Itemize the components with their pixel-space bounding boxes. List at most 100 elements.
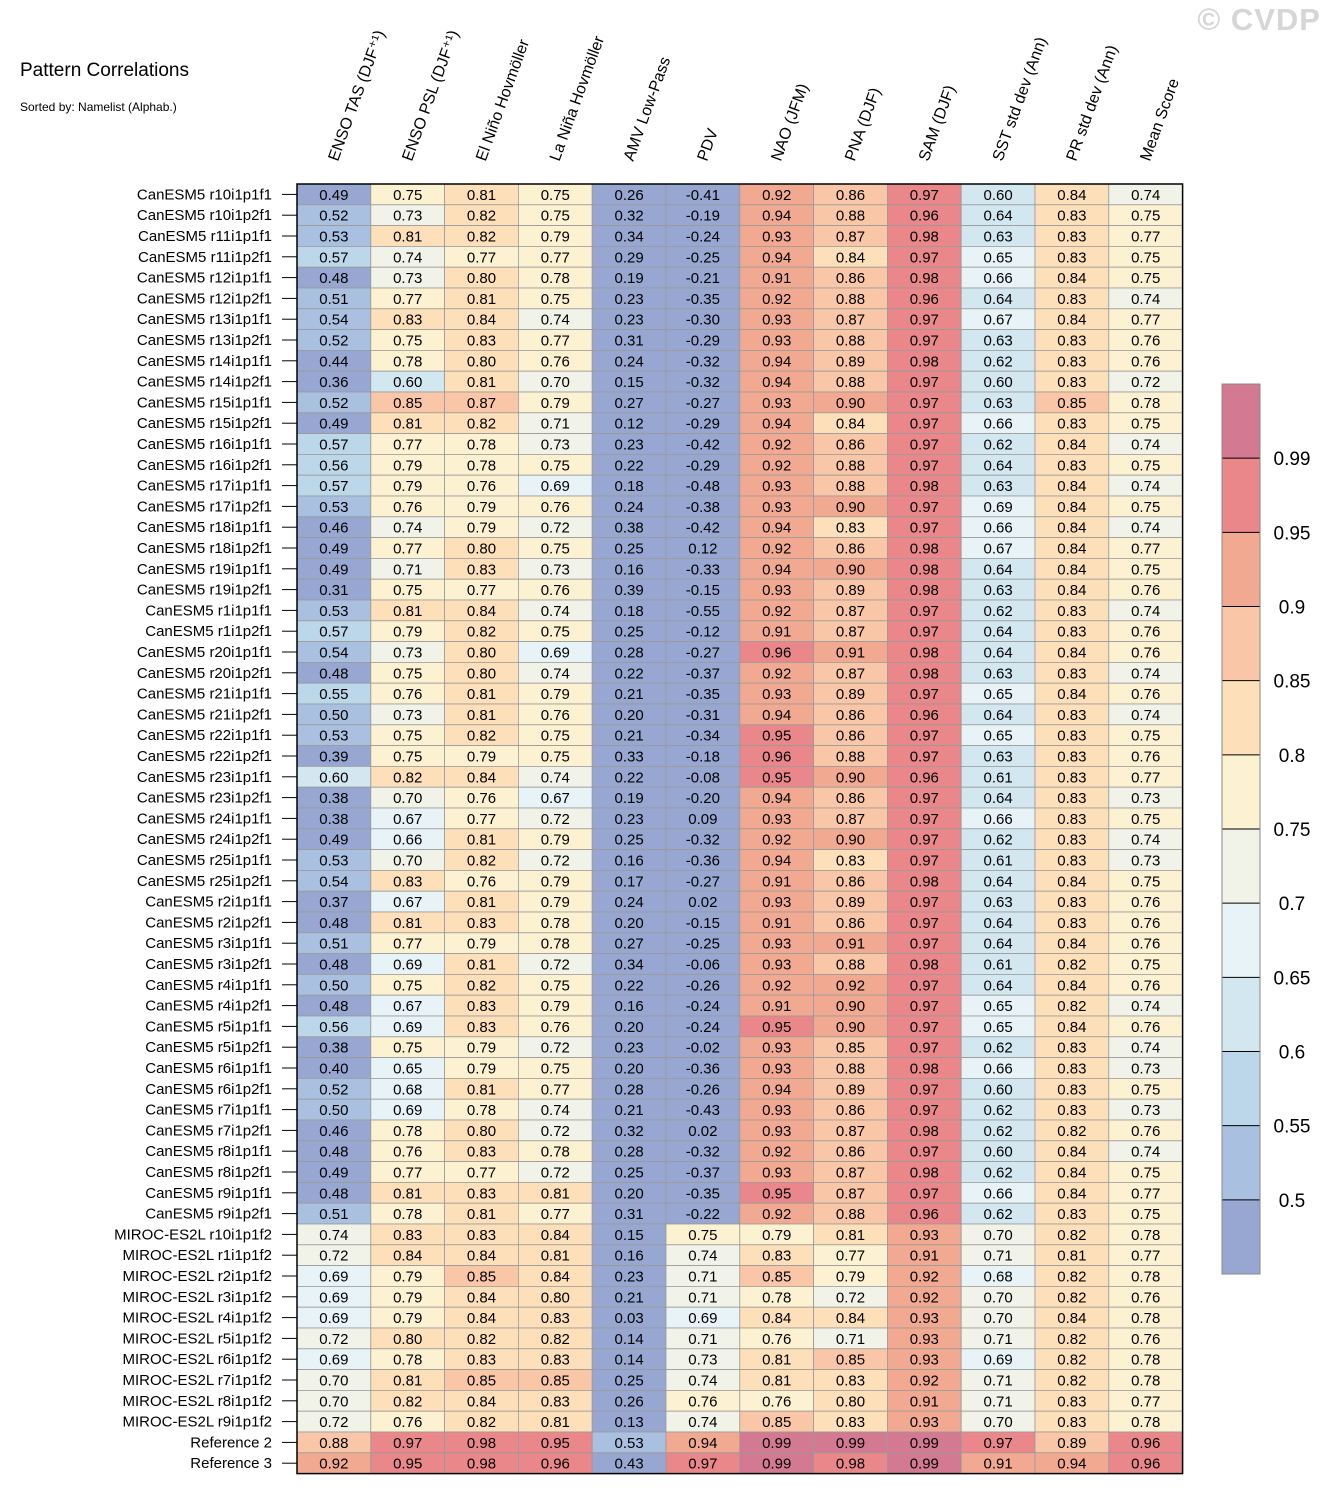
cell-value-label: 0.76 (393, 499, 422, 516)
cell-value-label: 0.19 (614, 790, 643, 807)
cell-value-label: -0.06 (686, 957, 720, 974)
cell-value-label: 0.77 (393, 936, 422, 953)
row-label: CanESM5 r4i1p2f1 (145, 998, 272, 1015)
cell-value-label: 0.78 (393, 1206, 422, 1223)
cell-value-label: 0.76 (762, 1331, 791, 1348)
cell-value-label: 0.67 (393, 998, 422, 1015)
cell-value-label: 0.82 (467, 416, 496, 433)
row-label: CanESM5 r2i1p1f1 (145, 894, 272, 911)
cell-value-label: 0.67 (983, 541, 1012, 558)
cell-value-label: 0.68 (983, 1269, 1012, 1286)
cell-value-label: 0.74 (1131, 603, 1160, 620)
cell-value-label: 0.92 (762, 832, 791, 849)
column-header: PNA (DJF) (842, 86, 884, 164)
cell-value-label: 0.79 (467, 749, 496, 766)
cell-value-label: 0.64 (983, 291, 1012, 308)
cell-value-label: 0.92 (836, 977, 865, 994)
cell-value-label: 0.76 (1131, 645, 1160, 662)
cell-value-label: 0.92 (910, 1373, 939, 1390)
row-labels: CanESM5 r10i1p1f1 CanESM5 r10i1p2f1 CanESM… (114, 186, 297, 1472)
cell-value-label: 0.62 (983, 1206, 1012, 1223)
cell-value-label: 0.97 (910, 1185, 939, 1202)
cell-value-label: 0.85 (541, 1373, 570, 1390)
cell-value-label: 0.75 (1131, 811, 1160, 828)
cell-value-label: 0.84 (1057, 187, 1086, 204)
cell-value-label: 0.57 (319, 249, 348, 266)
row-label: CanESM5 r15i1p2f1 (137, 415, 272, 432)
cell-value-label: 0.77 (467, 811, 496, 828)
cell-value-label: 0.15 (614, 374, 643, 391)
cell-value-label: 0.83 (467, 1144, 496, 1161)
cell-value-label: 0.82 (467, 624, 496, 641)
cell-value-label: 0.97 (910, 728, 939, 745)
column-header: PDV (695, 126, 722, 163)
cell-value-label: 0.85 (393, 395, 422, 412)
cell-value-label: 0.86 (836, 1144, 865, 1161)
cell-value-label: 0.83 (1057, 749, 1086, 766)
cell-value-label: 0.75 (1131, 1165, 1160, 1182)
cell-value-label: 0.84 (467, 769, 496, 786)
cell-value-label: 0.78 (393, 1352, 422, 1369)
cell-value-label: 0.96 (910, 769, 939, 786)
cell-value-label: 0.78 (1131, 1373, 1160, 1390)
cell-value-label: 0.93 (762, 1061, 791, 1078)
cell-value-label: 0.78 (1131, 1310, 1160, 1327)
cell-value-label: 0.28 (614, 1081, 643, 1098)
row-label: Reference 2 (190, 1434, 272, 1451)
row-label: CanESM5 r15i1p1f1 (137, 394, 272, 411)
cell-value-label: 0.21 (614, 728, 643, 745)
cell-value-label: 0.92 (762, 541, 791, 558)
cell-value-label: 0.73 (393, 645, 422, 662)
cell-value-label: 0.76 (1131, 1019, 1160, 1036)
cell-value-label: 0.24 (614, 499, 643, 516)
cell-value-label: 0.86 (836, 873, 865, 890)
cell-value-label: 0.75 (1131, 561, 1160, 578)
colorbar-segment (1222, 977, 1260, 1052)
cell-value-label: 0.46 (319, 520, 348, 537)
cell-value-label: 0.98 (467, 1456, 496, 1473)
cell-value-label: -0.29 (686, 416, 720, 433)
cell-value-label: 0.60 (393, 374, 422, 391)
cell-value-label: 0.96 (1131, 1435, 1160, 1452)
row-label: CanESM5 r12i1p1f1 (137, 270, 272, 287)
cell-value-label: 0.81 (393, 1373, 422, 1390)
cell-value-label: 0.51 (319, 291, 348, 308)
cell-value-label: -0.27 (686, 873, 720, 890)
cell-value-label: 0.75 (541, 208, 570, 225)
cell-value-label: 0.82 (1057, 1289, 1086, 1306)
row-label: CanESM5 r19i1p1f1 (137, 561, 272, 578)
cell-value-label: 0.69 (319, 1289, 348, 1306)
cell-value-label: 0.83 (1057, 249, 1086, 266)
cell-value-label: 0.80 (467, 1123, 496, 1140)
cell-value-label: 0.81 (762, 1373, 791, 1390)
row-label: CanESM5 r13i1p2f1 (137, 332, 272, 349)
cell-value-label: 0.18 (614, 478, 643, 495)
cell-value-label: 0.93 (762, 811, 791, 828)
cell-value-label: 0.77 (1131, 1185, 1160, 1202)
cell-value-label: 0.63 (983, 229, 1012, 246)
colorbar-tick-label: 0.55 (1274, 1117, 1311, 1138)
cell-value-label: 0.83 (836, 520, 865, 537)
row-label: CanESM5 r14i1p2f1 (137, 374, 272, 391)
cell-value-label: 0.63 (983, 749, 1012, 766)
cell-value-label: 0.79 (393, 1310, 422, 1327)
cell-value-label: 0.94 (762, 249, 791, 266)
row-label: CanESM5 r19i1p2f1 (137, 582, 272, 599)
cell-value-label: 0.76 (1131, 749, 1160, 766)
cell-value-label: 0.88 (836, 1061, 865, 1078)
cell-value-label: 0.98 (910, 353, 939, 370)
cell-value-label: 0.92 (910, 1289, 939, 1306)
cell-value-label: 0.93 (762, 1040, 791, 1057)
cell-value-label: 0.69 (393, 1102, 422, 1119)
cell-value-label: 0.77 (541, 1206, 570, 1223)
cell-value-label: 0.38 (319, 1040, 348, 1057)
row-label: CanESM5 r25i1p2f1 (137, 873, 272, 890)
cell-value-label: 0.60 (319, 769, 348, 786)
cell-value-label: 0.53 (319, 499, 348, 516)
cell-value-label: 0.57 (319, 478, 348, 495)
cell-value-label: 0.97 (910, 894, 939, 911)
cell-value-label: 0.76 (688, 1393, 717, 1410)
colorbar-tick-label: 0.75 (1274, 820, 1311, 841)
cell-value-label: -0.48 (686, 478, 720, 495)
cell-value-label: 0.61 (983, 853, 1012, 870)
